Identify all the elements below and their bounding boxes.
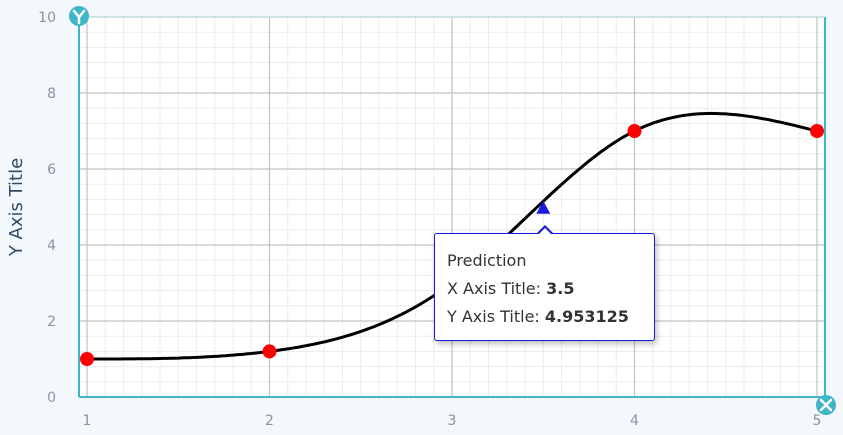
data-point[interactable] (262, 344, 277, 359)
axis-icons (69, 6, 836, 415)
x-tick-label: 4 (630, 413, 639, 429)
tooltip-y-value: 4.953125 (544, 307, 629, 326)
x-tick-label: 2 (265, 413, 274, 429)
y-tick-label: 2 (47, 314, 56, 330)
y-tick-label: 6 (47, 162, 56, 178)
tooltip-arrow-inner (538, 228, 552, 235)
data-point[interactable] (80, 352, 94, 366)
y-tick-label: 0 (47, 390, 56, 406)
y-axis-icon[interactable] (69, 6, 89, 26)
y-tick-label: 10 (38, 10, 56, 26)
x-tick-label: 1 (83, 413, 92, 429)
tooltip-y-label: Y Axis Title: (447, 307, 540, 326)
tooltip-x-row: X Axis Title: 3.5 (447, 275, 654, 303)
tooltip-x-label: X Axis Title: (447, 279, 542, 298)
y-axis-title: Y Axis Title (6, 158, 27, 257)
y-tick-label: 4 (47, 238, 56, 254)
highlight (536, 200, 551, 214)
tooltip-title: Prediction (447, 251, 527, 270)
prediction-marker[interactable] (536, 200, 551, 214)
data-point[interactable] (810, 124, 824, 138)
tooltip-y-row: Y Axis Title: 4.953125 (447, 303, 654, 331)
tick-labels: 1 2 3 4 5 0 2 4 6 8 10 (38, 10, 821, 429)
x-axis-cross-icon[interactable] (816, 395, 836, 415)
axes (78, 16, 826, 398)
tooltip-x-value: 3.5 (546, 279, 575, 298)
x-tick-label: 5 (813, 413, 822, 429)
data-point[interactable] (627, 124, 642, 138)
y-tick-label: 8 (47, 86, 56, 102)
tooltip: Prediction X Axis Title: 3.5 Y Axis Titl… (434, 225, 655, 341)
x-tick-label: 3 (448, 413, 457, 429)
